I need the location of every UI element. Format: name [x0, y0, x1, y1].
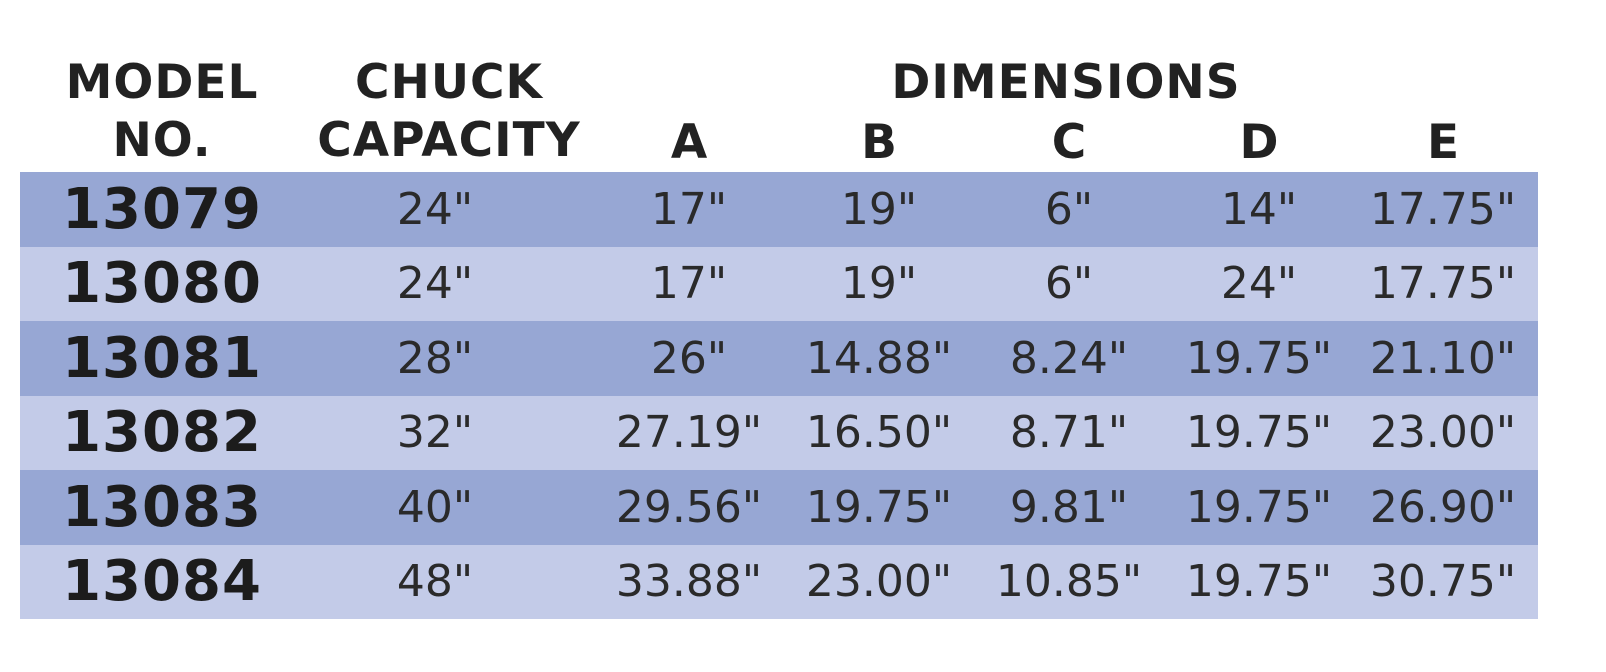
dim-b: 16.50" [805, 407, 953, 459]
dimensions-header: DIMENSIONS [891, 55, 1241, 110]
dim-e: 23.00" [1369, 407, 1517, 459]
dim-c: 6" [1044, 183, 1094, 235]
table-row: 13079 24" 17" 19" 6" 14" 17.75" [20, 172, 1538, 247]
table-row: 13080 24" 17" 19" 6" 24" 17.75" [20, 246, 1538, 321]
dim-a: 33.88" [615, 556, 763, 608]
dim-a: 17" [650, 183, 728, 235]
chuck-header-line1: CHUCK [355, 55, 543, 110]
chuck-header-line2: CAPACITY [317, 113, 581, 168]
table-body: 13079 24" 17" 19" 6" 14" 17.75" 13080 24… [20, 172, 1538, 619]
dim-c: 9.81" [1009, 481, 1129, 533]
chuck-capacity: 24" [396, 258, 474, 310]
dim-b: 19" [840, 183, 918, 235]
dim-d-header: D [1239, 115, 1279, 170]
chuck-capacity: 48" [396, 556, 474, 608]
table-row: 13082 32" 27.19" 16.50" 8.71" 19.75" 23.… [20, 395, 1538, 470]
dim-e: 17.75" [1369, 258, 1517, 310]
dim-b: 14.88" [805, 332, 953, 384]
dim-c-header: C [1051, 115, 1087, 170]
dim-a: 17" [650, 258, 728, 310]
table-row: 13081 28" 26" 14.88" 8.24" 19.75" 21.10" [20, 321, 1538, 396]
dim-d: 19.75" [1185, 481, 1333, 533]
chuck-capacity: 40" [396, 481, 474, 533]
model-no-header: MODEL NO. [20, 54, 304, 170]
dim-c: 8.71" [1009, 407, 1129, 459]
chuck-capacity: 28" [396, 332, 474, 384]
dim-e: 21.10" [1369, 332, 1517, 384]
dim-a: 29.56" [615, 481, 763, 533]
dim-e: 26.90" [1369, 481, 1517, 533]
dim-c: 8.24" [1009, 332, 1129, 384]
dim-b: 19" [840, 258, 918, 310]
dim-a: 26" [650, 332, 728, 384]
dim-d: 14" [1220, 183, 1298, 235]
dim-d: 19.75" [1185, 556, 1333, 608]
dim-e: 30.75" [1369, 556, 1517, 608]
dim-a: 27.19" [615, 407, 763, 459]
dim-c: 10.85" [995, 556, 1143, 608]
model-number: 13079 [62, 176, 262, 242]
chuck-capacity-header: CHUCK CAPACITY [304, 54, 594, 170]
table-header: MODEL NO. CHUCK CAPACITY DIMENSIONS A B … [20, 52, 1538, 172]
dim-e: 17.75" [1369, 183, 1517, 235]
chuck-capacity: 32" [396, 407, 474, 459]
model-number: 13084 [62, 549, 262, 615]
dim-a-header: A [670, 115, 708, 170]
model-number: 13080 [62, 251, 262, 317]
table-row: 13083 40" 29.56" 19.75" 9.81" 19.75" 26.… [20, 470, 1538, 545]
dim-e-header: E [1426, 115, 1460, 170]
model-number: 13082 [62, 400, 262, 466]
dim-d: 24" [1220, 258, 1298, 310]
model-number: 13081 [62, 325, 262, 391]
table-row: 13084 48" 33.88" 23.00" 10.85" 19.75" 30… [20, 544, 1538, 619]
dimensions-table: MODEL NO. CHUCK CAPACITY DIMENSIONS A B … [20, 52, 1538, 619]
dim-d: 19.75" [1185, 332, 1333, 384]
model-number: 13083 [62, 474, 262, 540]
dim-b: 19.75" [805, 481, 953, 533]
chuck-capacity: 24" [396, 183, 474, 235]
model-header-line2: NO. [112, 113, 212, 168]
dim-b: 23.00" [805, 556, 953, 608]
dim-b-header: B [861, 115, 897, 170]
model-header-line1: MODEL [65, 55, 259, 110]
dim-d: 19.75" [1185, 407, 1333, 459]
dim-c: 6" [1044, 258, 1094, 310]
